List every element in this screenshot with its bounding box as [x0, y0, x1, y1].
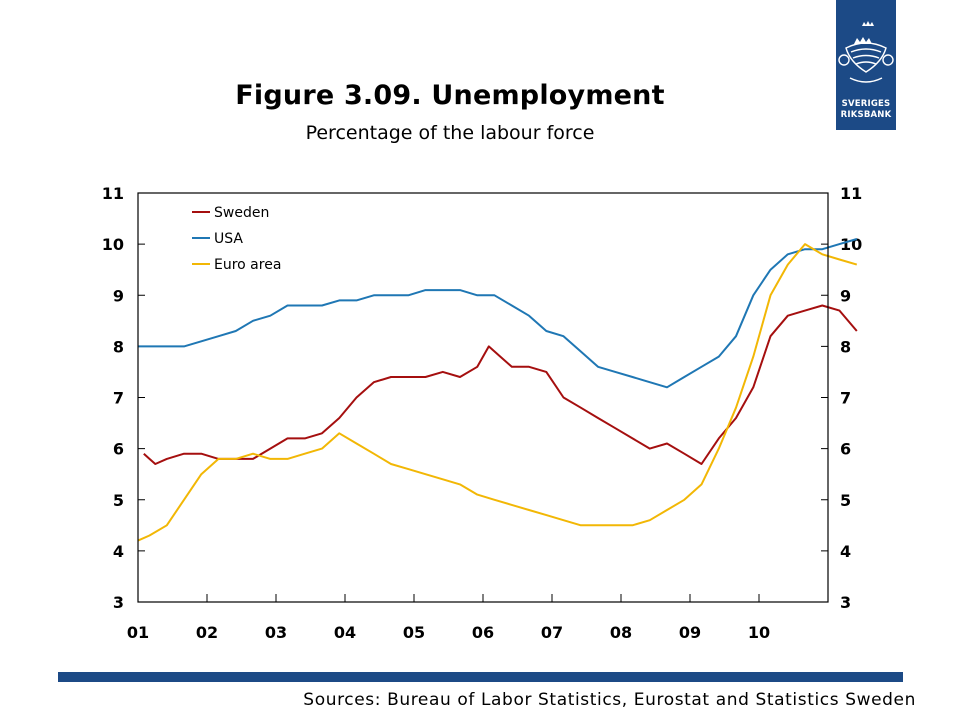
x-tick-label: 08	[610, 623, 632, 642]
y-tick-label-left: 5	[113, 491, 124, 510]
plot-frame	[137, 192, 829, 603]
x-axis: 01 02 03 04 05 06 07 08 09 10	[127, 594, 770, 642]
x-tick-label: 10	[748, 623, 770, 642]
crowned-arms-icon	[838, 21, 894, 83]
chart-subtitle: Percentage of the labour force	[305, 122, 595, 144]
y-tick-label-left: 11	[102, 184, 124, 203]
riksbank-logo: SVERIGES RIKSBANK	[836, 0, 896, 130]
legend-label-usa: USA	[214, 231, 243, 247]
legend-label-sweden: Sweden	[214, 205, 269, 221]
y-tick-label-right: 6	[840, 440, 851, 459]
chart-title: Figure 3.09. Unemployment	[235, 80, 665, 111]
legend-label-euro-area: Euro area	[214, 257, 281, 273]
footer-bar	[58, 672, 903, 682]
y-tick-label-left: 4	[113, 542, 124, 561]
y-tick-label-right: 9	[840, 286, 851, 305]
y-tick-label-left: 3	[113, 593, 124, 612]
x-tick-label: 06	[472, 623, 494, 642]
series-line-euro-area	[137, 243, 858, 542]
x-tick-label: 02	[196, 623, 218, 642]
y-tick-label-left: 6	[113, 440, 124, 459]
y-tick-label-left: 10	[102, 235, 124, 254]
x-tick-label: 01	[127, 623, 149, 642]
y-axis-right: 3 4 5 6 7 8 9 10 11	[821, 184, 862, 612]
y-axis-left: 3 4 5 6 7 8 9 10 11	[102, 184, 145, 612]
series-line-usa	[138, 238, 858, 389]
y-tick-label-right: 10	[840, 235, 862, 254]
x-tick-label: 05	[403, 623, 425, 642]
series-line-sweden	[143, 304, 858, 465]
x-tick-label: 04	[334, 623, 356, 642]
x-tick-label: 03	[265, 623, 287, 642]
y-tick-label-right: 3	[840, 593, 851, 612]
series-lines	[137, 238, 858, 542]
sources-note: Sources: Bureau of Labor Statistics, Eur…	[303, 690, 916, 710]
legend: Sweden USA Euro area	[192, 205, 281, 273]
y-tick-label-left: 7	[113, 389, 124, 408]
y-tick-label-right: 5	[840, 491, 851, 510]
x-tick-label: 07	[541, 623, 563, 642]
y-tick-label-left: 8	[113, 337, 124, 356]
y-tick-label-right: 11	[840, 184, 862, 203]
logo-text-riksbank: RIKSBANK	[840, 110, 892, 120]
y-tick-label-right: 7	[840, 389, 851, 408]
unemployment-line-chart: 3 4 5 6 7 8 9 10 11 3 4 5 6 7 8 9 10 11 01 02 03 04 05 06 07 08…	[102, 184, 863, 642]
y-tick-label-right: 4	[840, 542, 851, 561]
logo-text-sveriges: SVERIGES	[841, 99, 891, 109]
y-tick-label-right: 8	[840, 337, 851, 356]
x-tick-label: 09	[679, 623, 701, 642]
y-tick-label-left: 9	[113, 286, 124, 305]
